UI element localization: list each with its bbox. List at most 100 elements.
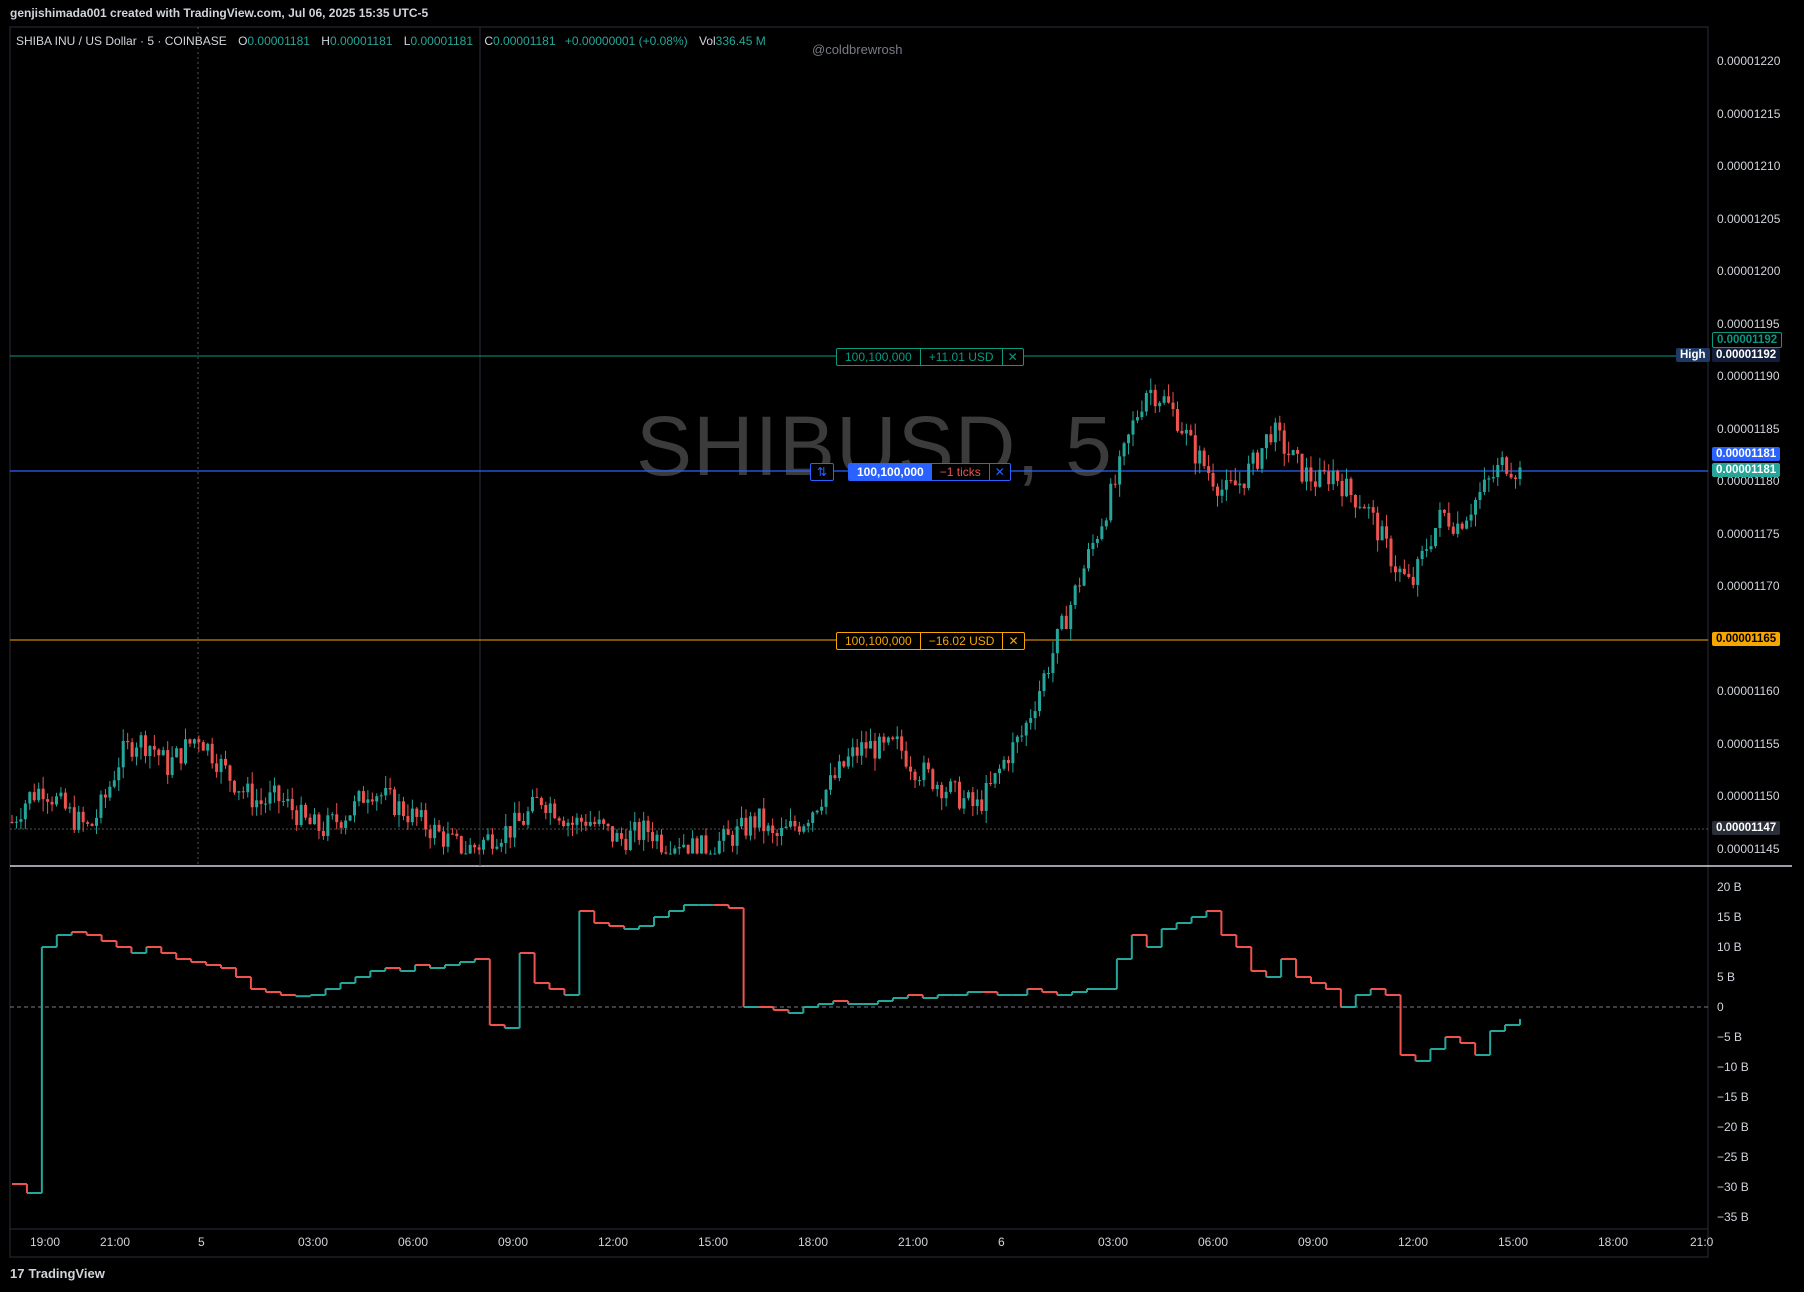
- candle-body: [1087, 549, 1091, 569]
- candle-body: [450, 833, 454, 835]
- time-tick-label: 18:00: [1598, 1235, 1629, 1249]
- time-tick-label: 5: [198, 1235, 205, 1249]
- stop-loss-label[interactable]: 100,100,000 −16.02 USD ✕: [836, 632, 1025, 650]
- candle-body: [197, 739, 201, 743]
- candle-body: [1024, 722, 1028, 736]
- candle-body: [917, 780, 921, 782]
- candle-body: [1256, 452, 1260, 469]
- candle-body: [1376, 512, 1380, 541]
- osc-tick-label: 20 B: [1717, 880, 1742, 894]
- candle-body: [148, 746, 152, 756]
- candle-body: [1091, 542, 1095, 550]
- candle-body: [1304, 467, 1308, 482]
- candle-body: [869, 740, 873, 749]
- candle-body: [904, 750, 908, 767]
- candle-body: [1313, 481, 1317, 487]
- candle-body: [143, 735, 147, 756]
- candle-body: [1385, 526, 1389, 539]
- entry-price-tag: 0.00001181: [1712, 447, 1781, 461]
- symbol-title[interactable]: SHIBA INU / US Dollar · 5 · COINBASE: [16, 34, 227, 48]
- symbol-legend[interactable]: SHIBA INU / US Dollar · 5 · COINBASE O0.…: [16, 34, 766, 48]
- time-tick-label: 06:00: [1198, 1235, 1229, 1249]
- candle-body: [1193, 435, 1197, 464]
- candle-body: [410, 808, 414, 823]
- candle-body: [103, 794, 107, 798]
- candle-body: [891, 737, 895, 740]
- candle-body: [250, 783, 254, 808]
- candle-body: [166, 750, 170, 776]
- tp-close-icon[interactable]: ✕: [1001, 349, 1023, 365]
- open-value: 0.00001181: [247, 34, 310, 48]
- candle-body: [210, 743, 214, 764]
- candle-body: [375, 796, 379, 802]
- candle-body: [1260, 448, 1264, 469]
- price-tick-label: 0.00001215: [1717, 106, 1781, 121]
- candle-body: [1069, 605, 1073, 630]
- candle-body: [428, 829, 432, 839]
- price-tick-label: 0.00001200: [1717, 264, 1781, 278]
- price-tick-label: 0.00001210: [1717, 159, 1781, 173]
- candle-body: [944, 791, 948, 799]
- candle-body: [1429, 546, 1433, 550]
- candle-body: [241, 791, 245, 793]
- candle-body: [54, 796, 58, 805]
- candle-body: [966, 792, 970, 799]
- candle-body: [32, 792, 36, 801]
- price-tick-label: 0.00001205: [1717, 211, 1781, 226]
- last-price-tag: 0.00001181: [1712, 463, 1781, 477]
- candle-body: [126, 740, 130, 743]
- sl-close-icon[interactable]: ✕: [1002, 633, 1023, 649]
- candle-body: [1229, 480, 1233, 482]
- candle-body: [1238, 483, 1242, 486]
- candle-body: [183, 739, 187, 764]
- candle-body: [121, 740, 125, 768]
- open-label: O: [238, 34, 248, 48]
- candle-body: [1300, 453, 1304, 482]
- candle-body: [1460, 523, 1464, 529]
- candle-body: [557, 818, 561, 821]
- reverse-position-icon[interactable]: ⇅: [817, 465, 828, 479]
- candle-body: [19, 819, 23, 822]
- candle-body: [1113, 483, 1117, 485]
- entry-close-icon[interactable]: ✕: [988, 464, 1010, 480]
- tradingview-footer[interactable]: 17 TradingView: [10, 1266, 105, 1281]
- candle-body: [1518, 467, 1522, 479]
- candle-body: [1398, 568, 1402, 573]
- candle-body: [317, 814, 321, 831]
- candle-body: [1140, 411, 1144, 418]
- candle-body: [1296, 450, 1300, 454]
- change-value: +0.00000001 (+0.08%): [564, 34, 688, 48]
- sl-qty: 100,100,000: [845, 634, 912, 648]
- candle-body: [1496, 464, 1500, 478]
- candle-body: [686, 844, 690, 854]
- take-profit-label[interactable]: 100,100,000 +11.01 USD ✕: [836, 348, 1024, 366]
- candle-body: [855, 747, 859, 756]
- candle-body: [659, 834, 663, 853]
- candle-body: [1153, 389, 1157, 407]
- candle-body: [464, 853, 468, 855]
- entry-label[interactable]: ⇅: [810, 463, 835, 481]
- candle-body: [1327, 471, 1331, 485]
- candle-body: [984, 783, 988, 811]
- candle-body: [735, 826, 739, 846]
- candle-body: [1149, 389, 1153, 393]
- candle-body: [415, 808, 419, 817]
- candle-body: [1371, 507, 1375, 513]
- candle-body: [370, 799, 374, 802]
- candle-body: [1060, 615, 1064, 629]
- candle-body: [459, 836, 463, 854]
- candle-body: [922, 762, 926, 781]
- author-credit: @coldbrewrosh: [812, 42, 903, 57]
- candle-body: [1469, 514, 1473, 521]
- entry-position-tag[interactable]: 100,100,000 −1 ticks ✕: [848, 463, 1011, 481]
- candle-body: [682, 844, 686, 848]
- candle-body: [757, 808, 761, 828]
- time-tick-label: 18:00: [798, 1235, 829, 1249]
- candle-body: [722, 829, 726, 841]
- candle-body: [1291, 450, 1295, 456]
- candle-body: [668, 853, 672, 855]
- candle-body: [833, 775, 837, 779]
- candle-body: [731, 834, 735, 846]
- candle-body: [513, 812, 517, 838]
- candle-body: [179, 748, 183, 764]
